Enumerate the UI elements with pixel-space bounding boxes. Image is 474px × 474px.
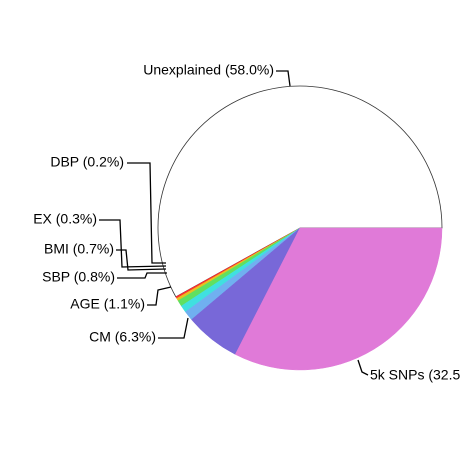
leader-line: [99, 219, 167, 268]
labels: Unexplained (58.0%) DBP (0.2%) EX (0.3%) BM…: [33, 62, 460, 383]
leader-line: [276, 70, 291, 87]
leader-line: [357, 359, 369, 376]
slice-label: CM (6.3%): [89, 329, 156, 345]
slice-label: Unexplained (58.0%): [143, 62, 274, 78]
leader-line: [147, 286, 172, 306]
slice-label: EX (0.3%): [33, 211, 97, 227]
slice-label: SBP (0.8%): [42, 269, 115, 285]
slice-label: DBP (0.2%): [50, 154, 124, 170]
leader-line: [117, 272, 167, 279]
pie-slice: [157, 85, 443, 298]
leader-lines: [99, 70, 369, 376]
pie: [157, 85, 443, 371]
leader-line: [116, 249, 167, 271]
slice-label: AGE (1.1%): [70, 296, 145, 312]
pie-slice: [234, 227, 443, 371]
leader-line: [127, 162, 166, 264]
leader-line: [158, 317, 189, 339]
slice-label: 5k SNPs (32.5: [370, 367, 460, 383]
slice-label: BMI (0.7%): [44, 241, 114, 257]
